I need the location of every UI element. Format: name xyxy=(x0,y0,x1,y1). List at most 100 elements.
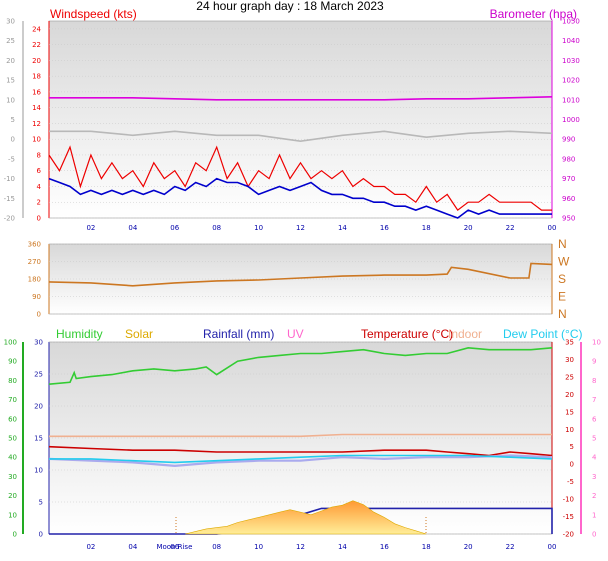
windspeed-tick-label: 16 xyxy=(32,88,41,96)
humidity-tick-label: 20 xyxy=(8,492,17,500)
outer-tick-label: -5 xyxy=(8,155,15,163)
uv-tick-label: 3 xyxy=(592,473,596,481)
temperature-tick-label: 20 xyxy=(565,391,574,399)
rainfall-tick-label: 5 xyxy=(39,499,43,507)
wind-panel: Windspeed (kts) Barometer (hpa) 02468101… xyxy=(4,7,580,232)
windspeed-tick-label: 4 xyxy=(37,183,42,191)
wind-x-tick-label: 14 xyxy=(338,224,347,232)
direction-tick-labels: 0 N 90 E 180 S 270 W 360 N xyxy=(28,237,570,321)
uv-tick-label: 6 xyxy=(592,415,597,423)
outer-tick-label: 5 xyxy=(11,116,15,124)
windspeed-tick-label: 6 xyxy=(37,167,42,175)
rainfall-tick-label: 30 xyxy=(34,339,43,347)
weather-x-tick-label: 06 xyxy=(170,543,179,551)
compass-tick-label: E xyxy=(558,290,566,304)
wind-x-tick-label: 20 xyxy=(464,224,473,232)
rainfall-tick-label: 0 xyxy=(39,531,43,539)
wind-x-tick-label: 18 xyxy=(422,224,431,232)
chart-title: 24 hour graph day : 18 March 2023 xyxy=(196,0,384,13)
wind-x-tick-label: 04 xyxy=(128,224,137,232)
outer-tick-label: 15 xyxy=(6,77,15,85)
weather-x-tick-label: 10 xyxy=(254,543,263,551)
wind-x-tick-label: 12 xyxy=(296,224,305,232)
uv-tick-label: 9 xyxy=(592,358,596,366)
rainfall-label: Rainfall (mm) xyxy=(203,327,274,341)
humidity-tick-label: 10 xyxy=(8,511,17,519)
windspeed-tick-label: 24 xyxy=(32,25,41,33)
humidity-tick-label: 70 xyxy=(8,396,17,404)
weather-x-tick-label: 12 xyxy=(296,543,305,551)
compass-tick-label: N xyxy=(558,237,567,251)
uv-tick-label: 1 xyxy=(592,511,596,519)
weather-panel: Humidity Solar Rainfall (mm) UV Temperat… xyxy=(4,327,601,551)
wind-x-tick-label: 10 xyxy=(254,224,263,232)
temperature-tick-label: 30 xyxy=(565,356,574,364)
indoor_hum-line xyxy=(49,130,553,143)
humidity-tick-label: 80 xyxy=(8,377,17,385)
temperature-tick-label: -15 xyxy=(563,513,574,521)
barometer-tick-label: 990 xyxy=(562,136,575,144)
barometer-tick-label: 1030 xyxy=(562,57,580,65)
windspeed-tick-label: 12 xyxy=(32,120,41,128)
wind-tick-labels: 024681012141618202224-20-15-10-505101520… xyxy=(4,18,580,233)
uv-tick-label: 4 xyxy=(592,454,597,462)
uv-tick-label: 5 xyxy=(592,435,596,443)
barometer-tick-label: 950 xyxy=(562,215,575,223)
weather-plot-area xyxy=(48,341,553,535)
temperature-tick-label: 35 xyxy=(565,339,574,347)
barometer-tick-label: 1040 xyxy=(562,37,580,45)
temperature-tick-label: 25 xyxy=(565,373,574,381)
windspeed-tick-label: 22 xyxy=(32,41,41,49)
barometer-tick-label: 960 xyxy=(562,195,575,203)
direction-tick-label: 270 xyxy=(28,258,41,266)
humidity-tick-label: 60 xyxy=(8,415,17,423)
uv-tick-label: 2 xyxy=(592,492,596,500)
temperature-tick-label: 10 xyxy=(565,426,574,434)
weather-x-tick-label: 04 xyxy=(128,543,137,551)
humidity-label: Humidity xyxy=(56,327,103,341)
outer-tick-label: 10 xyxy=(6,96,15,104)
rainfall-tick-label: 25 xyxy=(34,371,43,379)
direction-line xyxy=(48,262,553,287)
temperature-tick-label: 5 xyxy=(570,443,574,451)
uv-tick-label: 10 xyxy=(592,339,601,347)
temperature-tick-label: -10 xyxy=(563,496,574,504)
outer-tick-label: -10 xyxy=(4,175,15,183)
indoor-line xyxy=(49,433,552,438)
barometer-tick-label: 1050 xyxy=(562,18,580,26)
weather-tick-labels: 0510152025300102030405060708090100-20-15… xyxy=(4,339,601,552)
temperature-label: Temperature (°C) xyxy=(361,327,453,341)
wind-x-tick-label: 00 xyxy=(548,224,557,232)
wind-x-tick-label: 06 xyxy=(170,224,179,232)
weather-x-tick-label: 02 xyxy=(86,543,95,551)
direction-plot-area xyxy=(48,243,553,315)
moon-label: Moon xyxy=(156,543,175,551)
humidity-line xyxy=(48,346,553,385)
direction-series xyxy=(48,262,553,287)
humidity-tick-label: 90 xyxy=(8,358,17,366)
wind-x-tick-label: 22 xyxy=(506,224,515,232)
temperature-line xyxy=(48,445,553,457)
barometer-tick-label: 1000 xyxy=(562,116,580,124)
barometer-line xyxy=(49,96,553,101)
humidity-tick-label: 40 xyxy=(8,454,17,462)
wind-plot-area xyxy=(48,20,553,219)
weather-x-tick-label: 16 xyxy=(380,543,389,551)
barometer-label: Barometer (hpa) xyxy=(490,7,577,21)
rainfall-tick-label: 20 xyxy=(34,403,43,411)
windspeed-tick-label: 18 xyxy=(32,73,41,81)
windspeed-label: Windspeed (kts) xyxy=(50,7,137,21)
humidity-tick-label: 0 xyxy=(13,531,17,539)
outer-tick-label: -20 xyxy=(4,215,15,223)
compass-tick-label: W xyxy=(558,255,570,269)
windspeed-tick-label: 0 xyxy=(37,215,41,223)
windavg-line xyxy=(48,177,552,219)
windspeed-tick-label: 2 xyxy=(37,199,41,207)
weather-series xyxy=(48,346,553,535)
windspeed-tick-label: 8 xyxy=(37,151,41,159)
weather-x-tick-label: 00 xyxy=(548,543,557,551)
temperature-tick-label: 0 xyxy=(570,461,574,469)
uv-tick-label: 8 xyxy=(592,377,596,385)
indoor-label: Indoor xyxy=(448,327,482,341)
